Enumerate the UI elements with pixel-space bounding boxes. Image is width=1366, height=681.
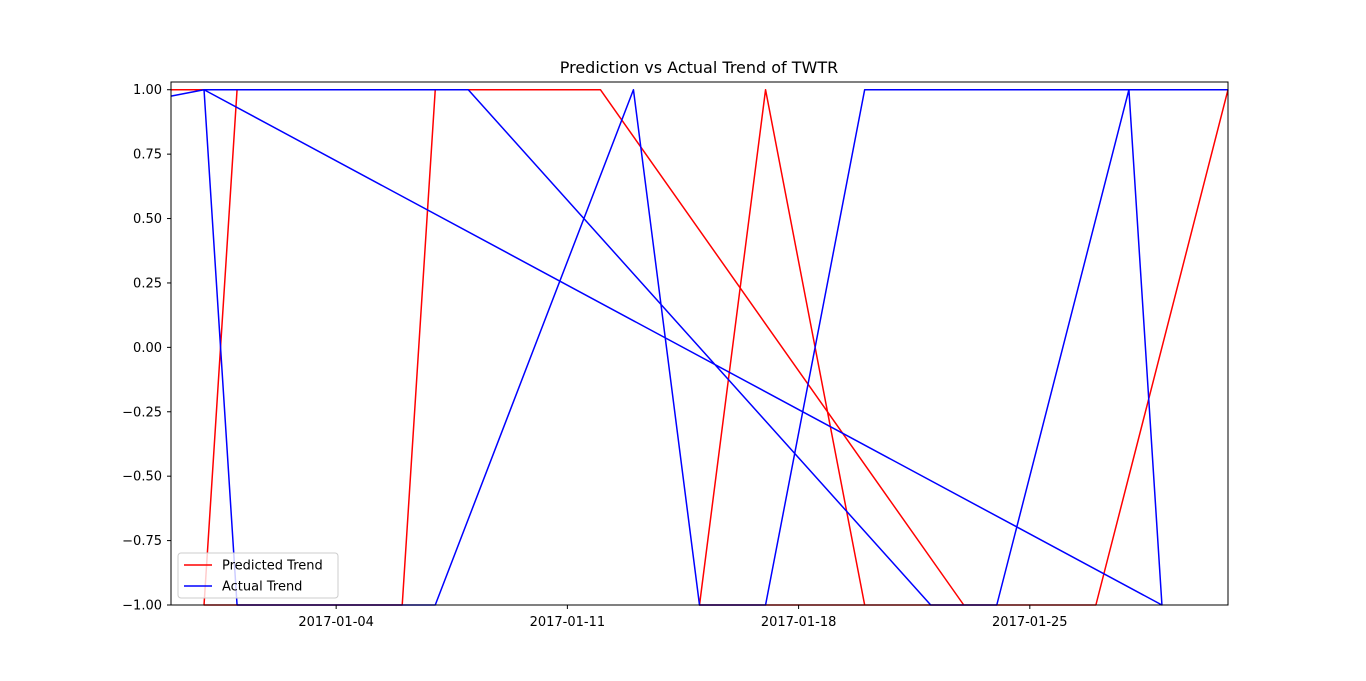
legend-label-actual: Actual Trend [222, 580, 302, 595]
x-tick-label: 2017-01-11 [530, 615, 606, 630]
x-axis: 2017-01-04 2017-01-11 2017-01-18 2017-01-25 [298, 605, 1068, 630]
chart-title: Prediction vs Actual Trend of TWTR [560, 58, 839, 77]
x-tick-label: 2017-01-18 [761, 615, 837, 630]
legend: Predicted Trend Actual Trend [177, 552, 339, 599]
y-tick-label: 0.00 [133, 341, 162, 356]
plot-frame [170, 81, 1229, 606]
legend-label-predicted: Predicted Trend [222, 559, 323, 574]
y-tick-label: −0.25 [122, 405, 162, 420]
y-tick-label: −0.50 [122, 470, 162, 485]
legend-box [177, 552, 339, 599]
y-tick-label: −0.75 [122, 534, 162, 549]
y-tick-label: −1.00 [122, 599, 162, 614]
y-axis: 1.00 0.75 0.50 0.25 0.00 −0.25 −0.50 −0.75 −1.00 [122, 83, 171, 614]
y-tick-label: 0.75 [133, 148, 162, 163]
y-tick-label: 1.00 [133, 83, 162, 98]
x-tick-label: 2017-01-04 [298, 615, 374, 630]
x-tick-label: 2017-01-25 [992, 615, 1068, 630]
y-tick-label: 0.25 [133, 276, 162, 291]
y-tick-label: 0.50 [133, 212, 162, 227]
